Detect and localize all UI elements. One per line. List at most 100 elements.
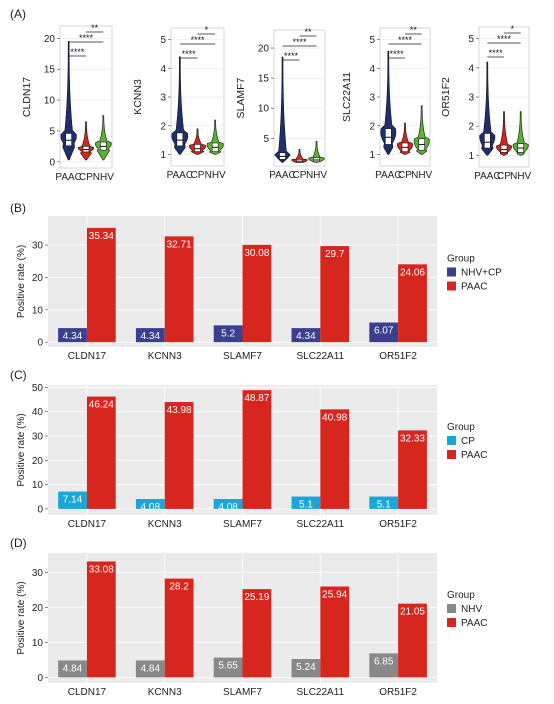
bar-value-label: 7.14	[63, 495, 83, 506]
bar-chart-b: 0 10 20 30 4.34 4.34 5.2 4.34 6.07 35.34 32.71 30.0…	[16, 216, 502, 362]
bar-nhvcp-slc22a11	[291, 328, 321, 343]
bar-value-label: 33.08	[89, 564, 114, 575]
legend-title: Group	[447, 254, 475, 265]
bar-chart-d: 0 10 20 30 4.84 4.84 5.65 5.24 6.85 33.08 28.2 25.1…	[16, 553, 488, 698]
y-axis-label: Positive rate (%)	[16, 245, 27, 318]
bar-nhv-cldn17	[58, 660, 87, 678]
significance-label: *	[511, 24, 515, 34]
legend-title: Group	[447, 590, 475, 601]
y-tick-label: 50	[32, 383, 44, 394]
y-tick-label: 20	[32, 273, 44, 284]
legend-swatch	[447, 604, 456, 613]
bar-nhv-slc22a11	[291, 659, 321, 678]
y-tick-label: 10	[32, 305, 44, 316]
bar-nhvcp-kcnn3	[135, 328, 165, 343]
bar-value-label: 5.1	[299, 500, 313, 511]
legend-swatch	[447, 450, 456, 459]
x-tick-label: NHV	[510, 171, 531, 182]
y-tick-label: 3	[160, 93, 166, 104]
x-tick-label: NHV	[411, 170, 432, 181]
violin-cp	[77, 121, 95, 161]
bar-cp-kcnn3	[135, 499, 165, 509]
y-tick-label: 4	[160, 64, 166, 75]
box-cp	[500, 144, 508, 153]
x-tick-label: PAAC	[375, 170, 402, 181]
bar-cp-slamf7	[213, 499, 243, 509]
y-tick-label: 1	[160, 150, 166, 161]
x-tick-label: SLC22A11	[296, 519, 344, 530]
x-tick-label: NHV	[205, 170, 226, 181]
significance-label: ****	[398, 35, 413, 45]
x-tick-label: SLAMF7	[223, 351, 262, 362]
bar-value-label: 4.34	[296, 331, 316, 342]
bar-value-label: 24.06	[400, 267, 425, 278]
violin-nhv	[308, 141, 325, 163]
legend-swatch	[447, 281, 456, 291]
bar-paac-slc22a11	[320, 409, 350, 509]
legend-swatch	[447, 618, 456, 627]
bar-nhvcp-or51f2	[369, 322, 399, 343]
y-tick-label: 15	[258, 74, 270, 85]
y-tick-label: 3	[369, 93, 375, 104]
bar-value-label: 5.2	[221, 328, 235, 339]
y-tick-label: 20	[44, 34, 56, 45]
bar-cp-or51f2	[369, 496, 399, 509]
bar-nhvcp-slamf7	[213, 325, 243, 343]
bar-paac-cldn17	[86, 561, 116, 678]
significance-label: ****	[182, 49, 197, 59]
x-tick-label: SLC22A11	[296, 351, 344, 362]
bar-value-label: 48.87	[244, 393, 269, 404]
x-tick-label: CLDN17	[68, 519, 107, 530]
bar-chart-c: 0 10 20 30 40 50 7.14 4.08 4.08 5.1 5.1 46.24 43.98 4…	[16, 383, 488, 530]
violin-paac	[171, 56, 189, 155]
y-tick-label: 30	[32, 241, 44, 252]
bar-value-label: 5.24	[296, 662, 316, 673]
significance-label: ****	[79, 33, 94, 43]
y-tick-label: 30	[32, 432, 44, 443]
bar-value-label: 4.34	[63, 331, 83, 342]
y-tick-label: 0	[37, 673, 43, 684]
bar-value-label: 5.1	[377, 500, 391, 511]
y-tick-label: 2	[160, 121, 166, 132]
violin-nhv	[206, 119, 224, 155]
bar-value-label: 35.34	[89, 231, 114, 242]
y-axis-label: OR51F2	[440, 77, 452, 117]
significance-label: ****	[284, 51, 299, 61]
legend-label: NHV	[461, 604, 482, 615]
y-axis-label: KCNN3	[132, 79, 144, 115]
y-tick-label: 5	[263, 134, 269, 145]
legend-swatch	[447, 267, 456, 277]
bar-cp-cldn17	[58, 491, 87, 509]
bar-paac-kcnn3	[164, 402, 194, 509]
violin-cp	[189, 128, 206, 155]
x-tick-label: CP	[497, 171, 511, 182]
y-tick-label: 2	[369, 121, 375, 132]
legend-label: PAAC	[461, 282, 488, 293]
bar-value-label: 6.07	[374, 326, 394, 337]
bar-nhv-kcnn3	[135, 660, 165, 678]
x-tick-label: SLC22A11	[296, 687, 344, 698]
x-tick-label: KCNN3	[148, 519, 182, 530]
x-tick-label: NHV	[306, 170, 327, 181]
bar-value-label: 6.85	[374, 656, 394, 667]
bar-value-label: 4.08	[218, 502, 238, 513]
bar-value-label: 43.98	[167, 405, 192, 416]
bar-value-label: 25.94	[322, 589, 347, 600]
box-paac	[385, 128, 392, 145]
bar-nhv-or51f2	[369, 653, 399, 678]
y-axis-label: SLC22A11	[341, 72, 353, 122]
x-tick-label: CP	[293, 170, 307, 181]
panel-label-c: (C)	[10, 368, 27, 382]
x-tick-label: PAAC	[474, 171, 501, 182]
legend-label: CP	[461, 436, 475, 447]
y-tick-label: 1	[369, 150, 375, 161]
y-tick-label: 20	[258, 44, 270, 55]
violin-paac	[380, 50, 397, 155]
bar-value-label: 4.84	[141, 663, 161, 674]
panel-label-a: (A)	[10, 7, 26, 21]
legend-label: NHV+CP	[461, 268, 502, 279]
